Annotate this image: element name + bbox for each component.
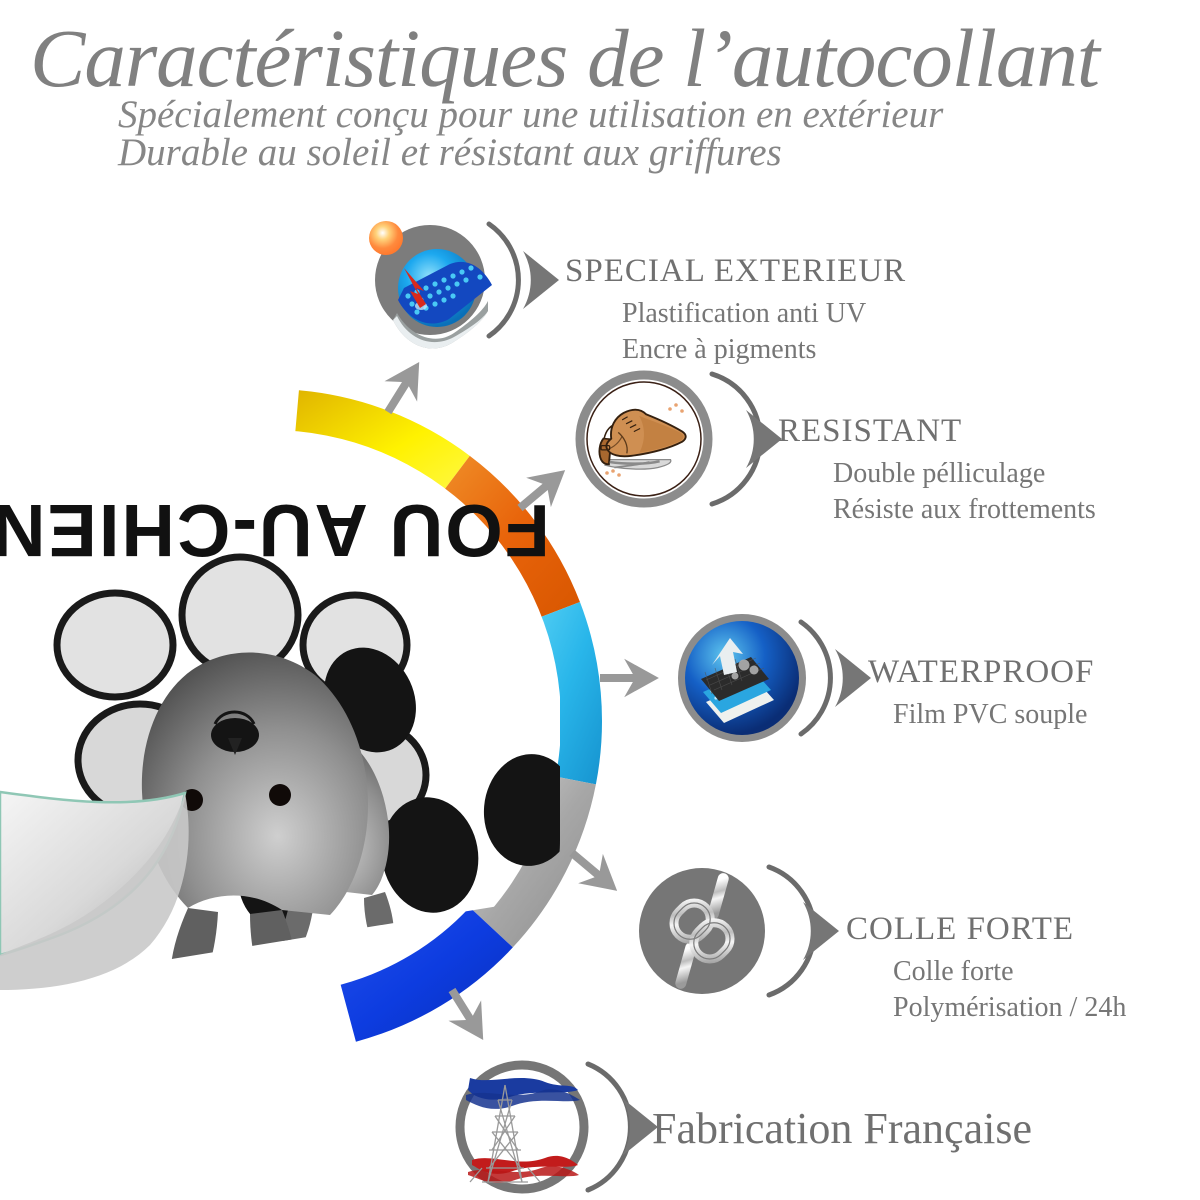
svg-text:FOU AU-CHIEN: FOU AU-CHIEN (0, 489, 550, 572)
